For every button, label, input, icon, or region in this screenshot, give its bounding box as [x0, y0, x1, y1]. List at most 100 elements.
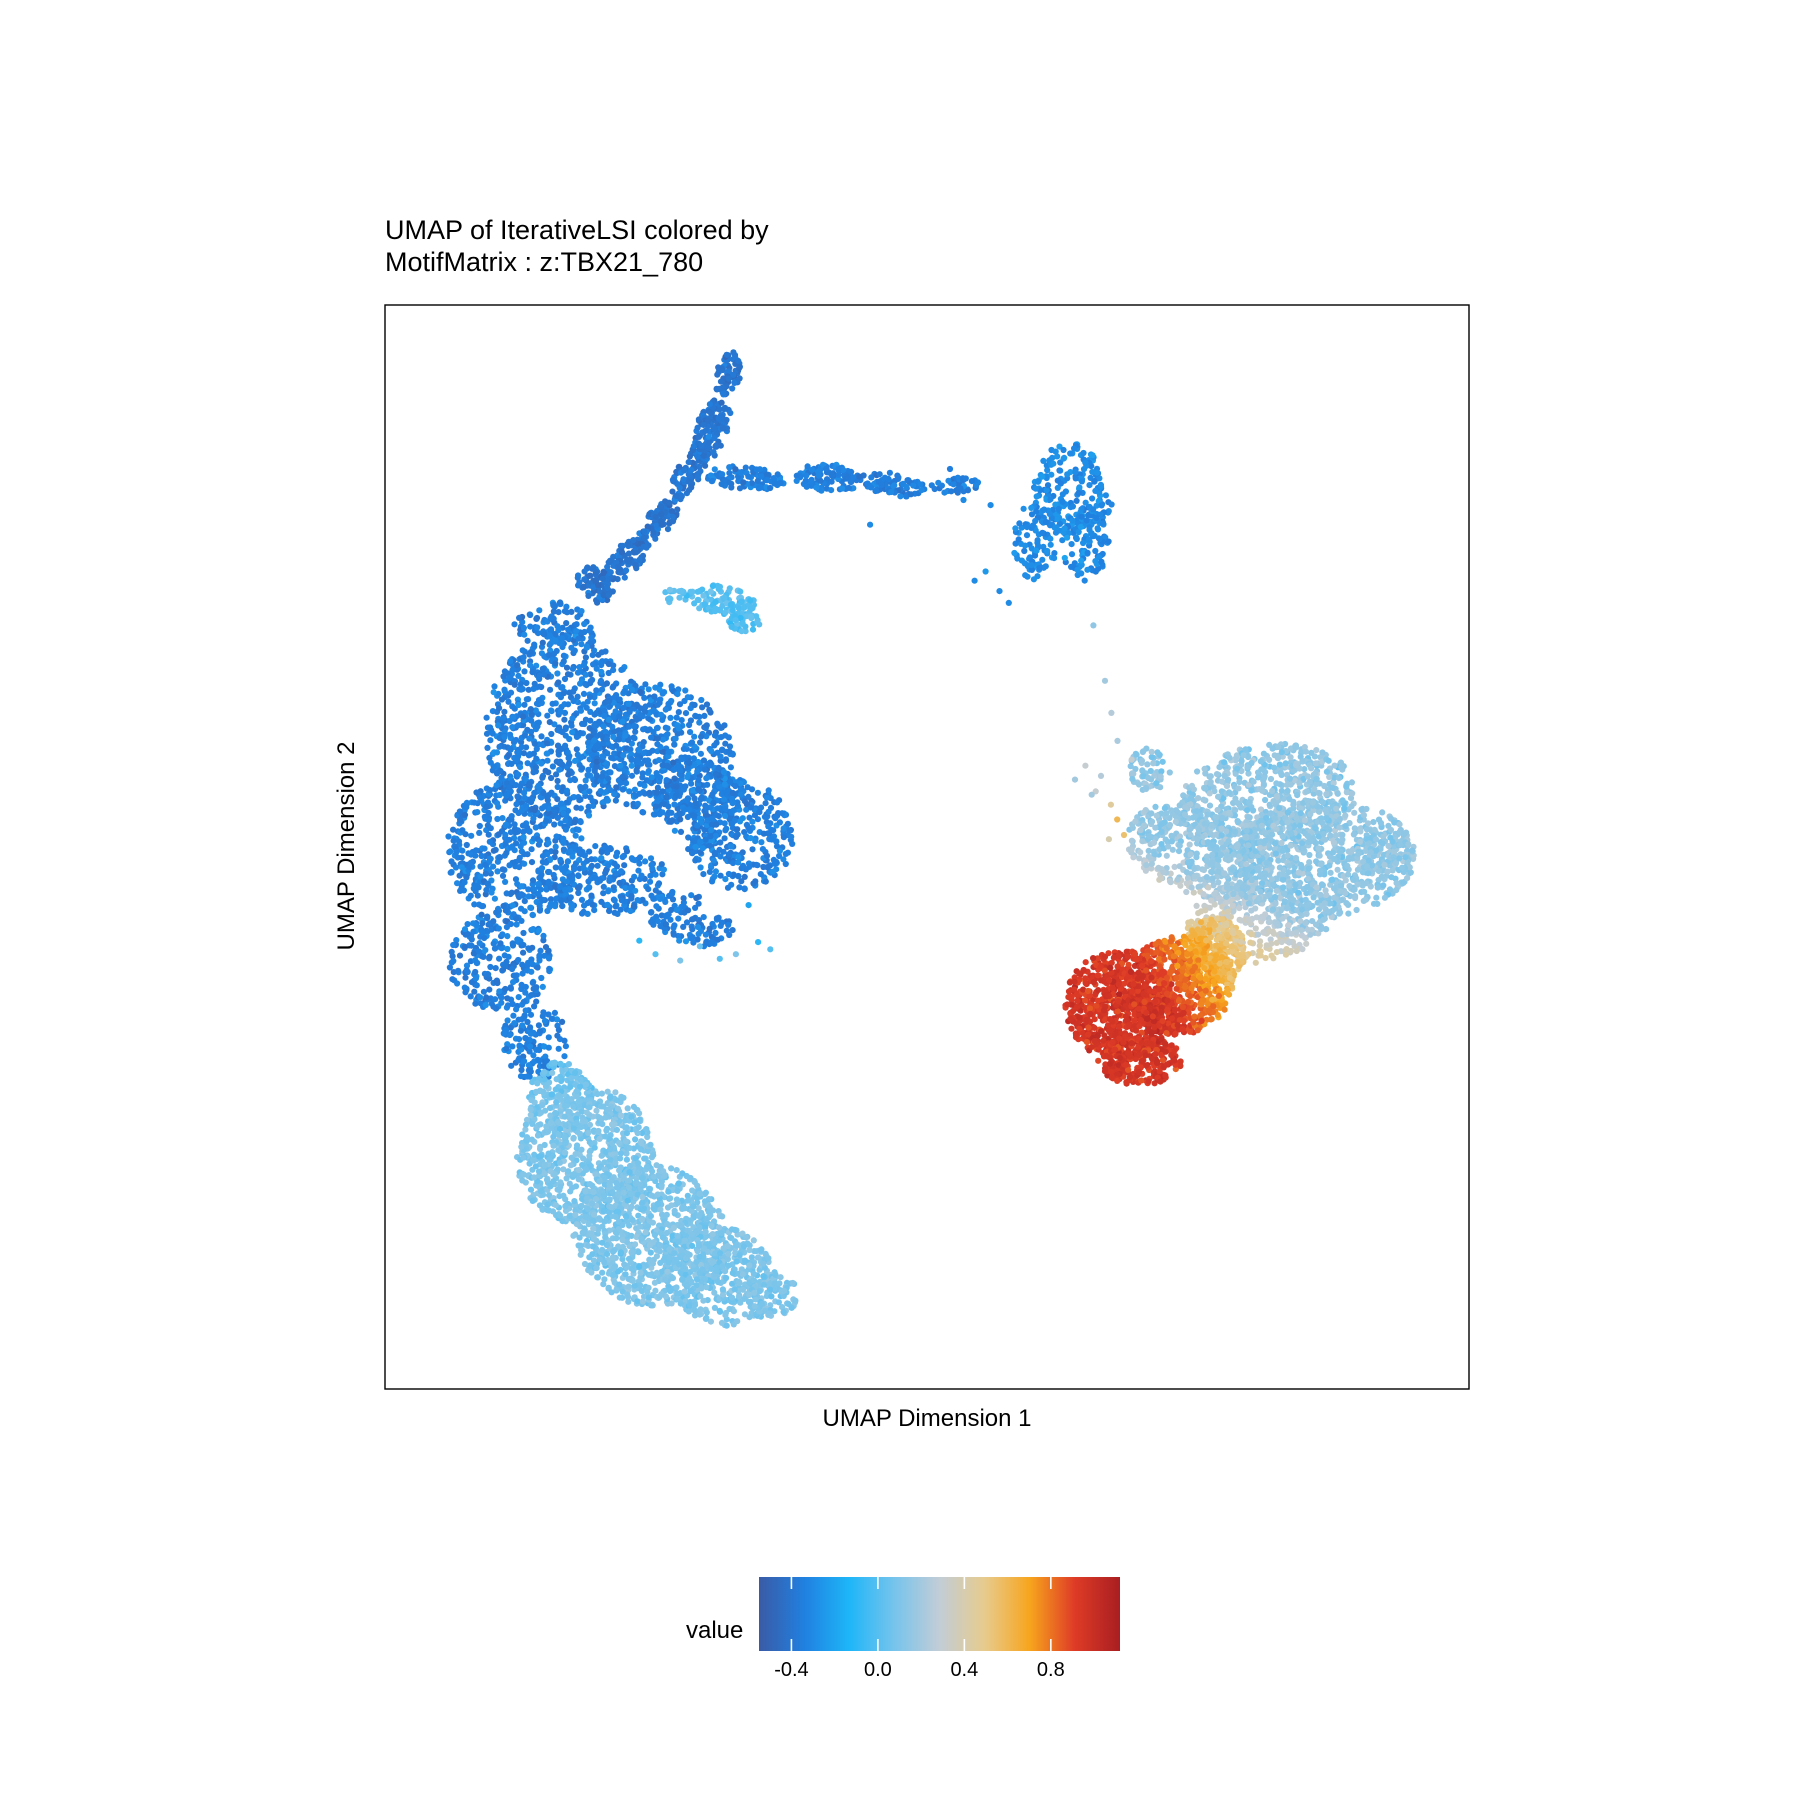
- cell-point: [619, 773, 626, 781]
- cell-point: [521, 851, 528, 858]
- cell-point: [535, 1168, 543, 1175]
- cell-point: [1108, 501, 1115, 508]
- cell-point: [566, 873, 573, 880]
- cell-point: [542, 767, 549, 774]
- cell-point: [700, 592, 707, 599]
- cell-point: [1092, 558, 1099, 565]
- cell-point: [461, 879, 468, 886]
- cell-point: [606, 1146, 614, 1153]
- cell-point: [619, 718, 626, 725]
- cell-point: [788, 833, 795, 840]
- cell-point: [629, 686, 636, 693]
- cell-point: [536, 1028, 544, 1035]
- cell-point: [647, 1141, 654, 1148]
- cell-point: [550, 601, 557, 608]
- cell-point: [606, 1105, 613, 1113]
- cell-point: [1068, 551, 1076, 558]
- cell-point: [535, 697, 543, 704]
- cell-point: [483, 714, 490, 721]
- cell-point: [476, 940, 483, 947]
- cell-point: [507, 731, 514, 738]
- cell-point: [520, 713, 527, 720]
- cell-point: [482, 861, 489, 868]
- cell-point: [580, 865, 587, 872]
- cell-point: [529, 877, 537, 884]
- cell-point: [641, 528, 648, 535]
- cell-point: [557, 708, 564, 715]
- cell-point: [486, 838, 493, 845]
- cell-point: [1089, 495, 1096, 502]
- cell-point: [593, 665, 600, 672]
- cell-point: [569, 715, 576, 722]
- cell-point: [668, 906, 675, 914]
- cell-point: [620, 752, 627, 759]
- cell-point: [613, 784, 620, 791]
- cell-point: [491, 895, 498, 902]
- cell-point: [741, 885, 748, 892]
- cell-point: [577, 796, 584, 803]
- cell-point: [637, 688, 644, 696]
- cell-point: [703, 774, 711, 781]
- cell-point: [1088, 512, 1095, 519]
- cell-point: [616, 713, 623, 720]
- cell-point: [522, 1121, 530, 1128]
- cell-point: [468, 832, 475, 839]
- cell-point: [729, 607, 736, 614]
- cell-point: [472, 975, 480, 982]
- cell-point: [615, 563, 622, 570]
- cell-point: [562, 1203, 569, 1210]
- cell-point: [456, 872, 463, 879]
- cell-point: [765, 823, 772, 830]
- cell-point: [669, 518, 677, 525]
- cell-point: [546, 1156, 553, 1163]
- cell-point: [738, 598, 745, 605]
- cell-point: [578, 1146, 585, 1153]
- cell-point: [722, 740, 729, 747]
- cell-point: [769, 868, 777, 875]
- cell-point: [596, 1135, 603, 1142]
- cell-point: [538, 733, 545, 740]
- cell-point: [519, 685, 526, 693]
- cell-point: [731, 379, 738, 386]
- cell-point: [550, 650, 558, 658]
- cell-point: [507, 921, 514, 928]
- cell-point: [463, 967, 470, 974]
- cell-point: [562, 826, 570, 833]
- cell-point: [614, 1105, 622, 1112]
- cell-point: [485, 831, 492, 838]
- cell-point: [612, 708, 619, 715]
- cell-point: [579, 910, 586, 917]
- cell-point: [675, 725, 682, 732]
- cell-point: [714, 805, 721, 812]
- cell-point: [476, 822, 483, 830]
- cell-point: [485, 809, 492, 817]
- cell-point: [1040, 506, 1047, 513]
- cell-point: [669, 488, 676, 495]
- cell-point: [504, 945, 511, 953]
- cell-point: [1088, 530, 1095, 537]
- cell-point: [677, 767, 684, 774]
- cell-point: [496, 955, 503, 962]
- cell-point: [1046, 510, 1053, 518]
- cell-point: [817, 477, 824, 484]
- cell-point: [463, 804, 470, 811]
- cell-point: [582, 777, 589, 784]
- cell-point: [734, 826, 741, 833]
- cell-point: [1098, 558, 1105, 565]
- cell-point: [531, 680, 538, 687]
- cell-point: [482, 1001, 489, 1009]
- cell-point: [510, 1012, 517, 1019]
- cell-point: [529, 1120, 536, 1127]
- cell-point: [449, 976, 456, 983]
- cell-point: [563, 620, 570, 627]
- cell-point: [527, 1068, 534, 1075]
- cell-point: [544, 1207, 551, 1214]
- chart-title: UMAP of IterativeLSI colored by MotifMat…: [385, 214, 769, 278]
- cell-point: [694, 453, 701, 460]
- cell-point: [784, 849, 792, 856]
- cell-point: [473, 789, 480, 796]
- cell-point: [554, 1032, 561, 1039]
- cell-point: [559, 635, 566, 642]
- cell-point: [524, 637, 531, 644]
- cell-point: [627, 885, 634, 892]
